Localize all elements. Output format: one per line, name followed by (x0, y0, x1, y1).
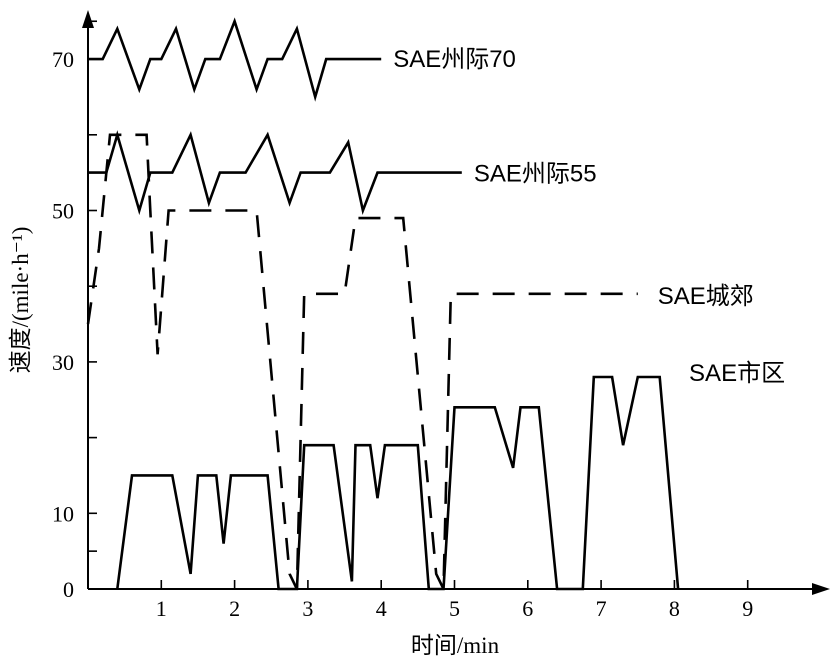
y-axis-label: 速度/(mile·h⁻¹) (8, 227, 33, 374)
x-tick-label: 3 (302, 596, 313, 621)
series-line-4 (116, 375, 680, 591)
x-tick-label: 6 (522, 596, 533, 621)
x-tick-label: 8 (669, 596, 680, 621)
y-tick-label: 0 (63, 577, 74, 602)
x-tick-label: 2 (229, 596, 240, 621)
series-label-2: SAE州际55 (474, 161, 597, 188)
x-tick-label: 7 (596, 596, 607, 621)
series-group (86, 17, 680, 591)
series-labels: SAE州际70 SAE州际55 SAE城郊 SAE市区 (393, 46, 785, 387)
x-tick-label: 1 (156, 596, 167, 621)
axes (82, 10, 830, 595)
y-tick-label: 10 (52, 501, 74, 526)
series-label-3: SAE城郊 (658, 283, 754, 310)
series-label-1: SAE州际70 (393, 46, 516, 73)
x-tick-label: 5 (449, 596, 460, 621)
y-tick-label: 70 (52, 47, 74, 72)
y-axis-arrow-icon (82, 10, 94, 28)
x-axis-label: 时间/min (411, 633, 500, 658)
y-tick-label: 30 (52, 350, 74, 375)
series-label-4: SAE市区 (689, 360, 785, 387)
x-tick-label: 4 (376, 596, 387, 621)
series-line-3 (86, 133, 638, 590)
series-line-2 (88, 130, 462, 216)
series-line-1 (88, 17, 382, 102)
x-axis-arrow-icon (812, 583, 830, 595)
x-tick-label: 9 (742, 596, 753, 621)
tick-marks: 1 2 3 4 5 6 7 8 9 0 10 30 50 70 (52, 20, 753, 621)
y-tick-label: 50 (52, 199, 74, 224)
